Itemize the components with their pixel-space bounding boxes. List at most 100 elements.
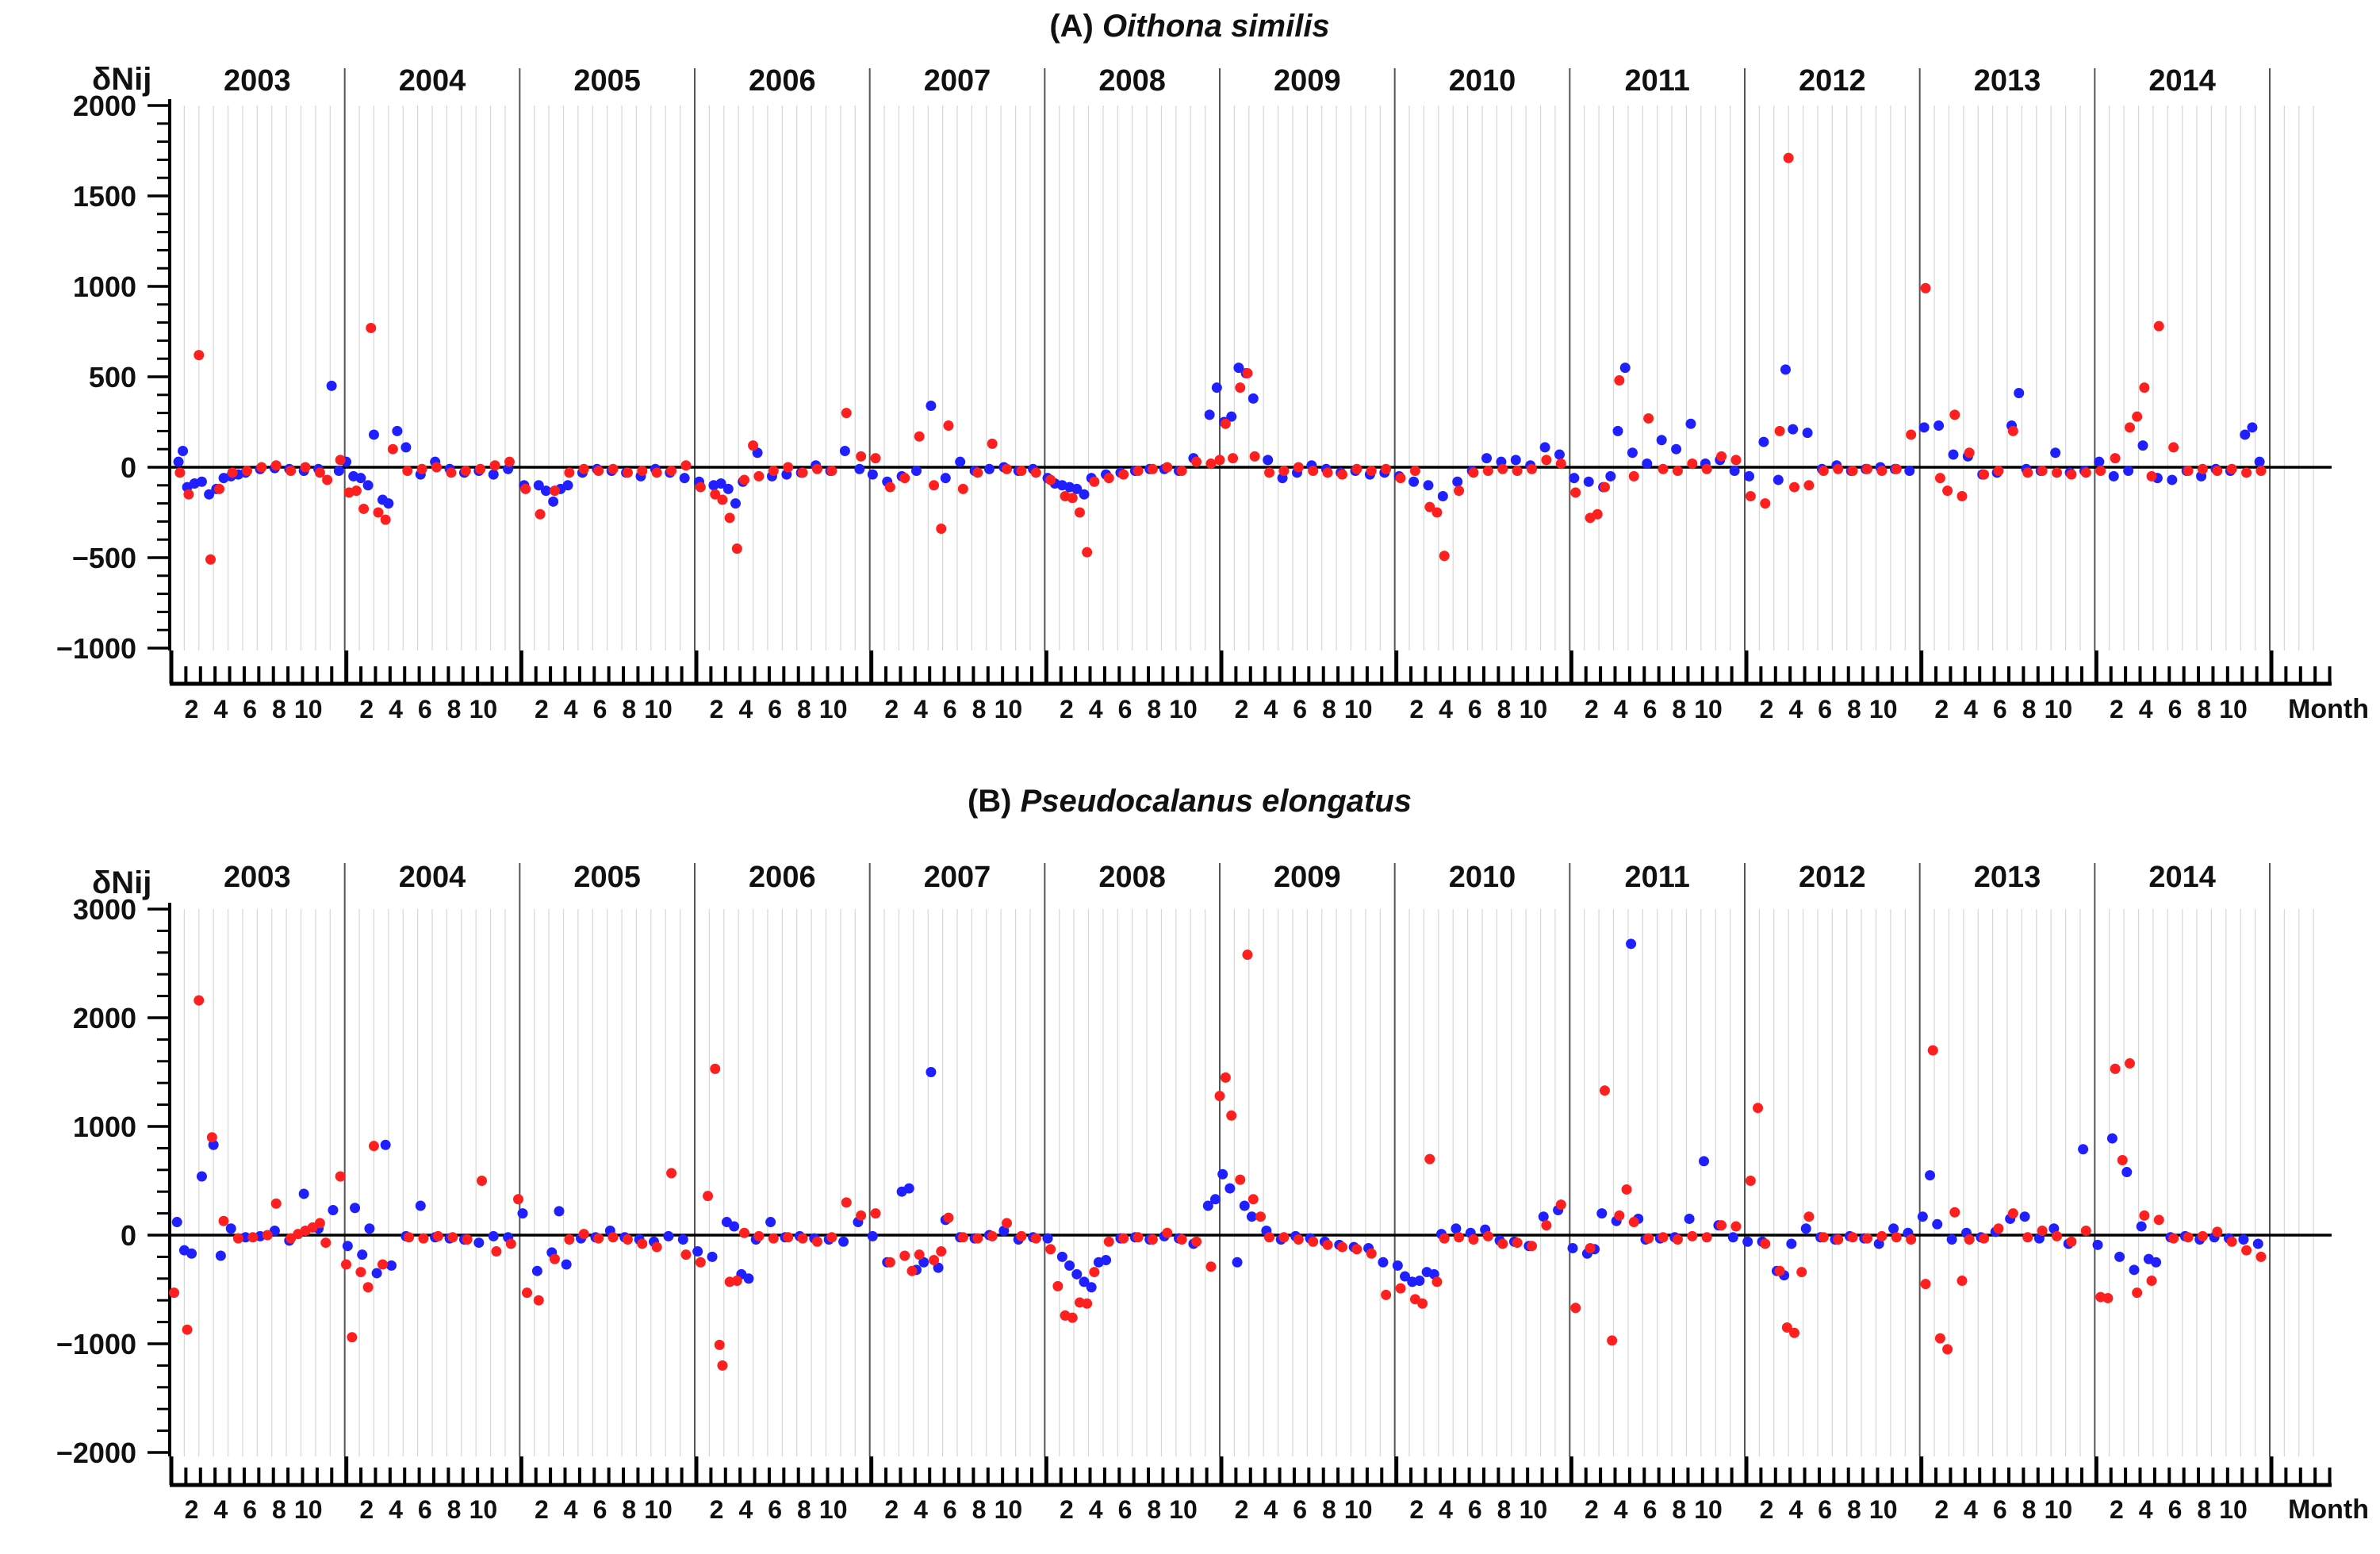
data-point-red	[2212, 1226, 2223, 1237]
data-point-red	[1783, 152, 1794, 163]
data-point-blue	[1539, 442, 1550, 453]
data-point-red	[914, 431, 925, 442]
data-point-blue	[1742, 1236, 1753, 1247]
data-point-red	[1045, 474, 1056, 485]
data-point-red	[1760, 498, 1771, 509]
x-month-label: 2	[1060, 695, 1074, 723]
species-name: Oithona similis	[1102, 9, 1330, 44]
data-point-blue	[867, 1230, 878, 1241]
data-point-red	[1082, 1298, 1093, 1309]
data-point-red	[2146, 470, 2157, 482]
x-month-label: 10	[1869, 695, 1898, 723]
x-month-label: 4	[1614, 1495, 1628, 1524]
data-point-red	[341, 1259, 352, 1270]
data-point-red	[1308, 1236, 1319, 1247]
x-month-label: 2	[1409, 695, 1424, 723]
data-point-red	[1162, 462, 1173, 473]
data-point-red	[1395, 1283, 1406, 1294]
x-month-label: 2	[1585, 695, 1599, 723]
data-point-red	[695, 482, 706, 493]
data-point-red	[637, 1238, 648, 1249]
x-month-label: 8	[622, 695, 636, 723]
data-point-red	[1730, 1221, 1742, 1232]
data-point-red	[1191, 456, 1202, 467]
data-point-red	[314, 1218, 325, 1229]
data-point-red	[936, 1246, 947, 1257]
data-point-red	[2110, 453, 2121, 464]
data-point-red	[2037, 466, 2048, 477]
data-point-red	[2066, 1236, 2077, 1247]
data-point-red	[1002, 1218, 1013, 1229]
data-point-red	[1599, 1085, 1610, 1096]
x-month-label: 6	[1468, 1495, 1482, 1524]
data-point-blue	[1510, 455, 1521, 466]
x-month-label: 10	[1344, 695, 1373, 723]
data-point-blue	[1239, 1200, 1250, 1211]
year-label: 2008	[1098, 64, 1166, 98]
data-point-red	[1934, 473, 1945, 484]
data-point-red	[826, 466, 837, 477]
data-point-red	[206, 1132, 217, 1143]
x-month-label: 6	[2168, 1495, 2183, 1524]
data-point-red	[373, 507, 384, 518]
x-month-label: 6	[1643, 695, 1658, 723]
x-month-label: 10	[1520, 695, 1548, 723]
data-point-red	[1949, 1207, 1960, 1218]
data-point-red	[753, 470, 765, 482]
chart-panel-a: (A) Oithona similis 2003 2004 2005 2006 2007 2…	[56, 9, 2369, 724]
data-point-red	[870, 1208, 881, 1219]
x-month-label: 6	[1118, 695, 1133, 723]
data-point-red	[1249, 451, 1260, 462]
year-label: 2014	[2148, 861, 2216, 894]
data-point-blue	[1378, 1257, 1389, 1268]
data-point-blue	[2014, 388, 2025, 399]
data-point-red	[286, 466, 297, 477]
data-point-red	[1118, 1233, 1129, 1244]
data-point-red	[2153, 320, 2164, 332]
data-point-blue	[2094, 456, 2105, 467]
data-point-red	[739, 1227, 750, 1238]
data-point-red	[1818, 466, 1829, 477]
x-month-label: 8	[1322, 1495, 1336, 1524]
data-point-red	[347, 1332, 358, 1343]
data-point-blue	[1209, 1194, 1221, 1205]
data-point-red	[218, 1215, 229, 1226]
data-point-red	[1942, 1344, 1953, 1355]
data-point-red	[477, 1176, 488, 1186]
data-point-red	[1074, 507, 1085, 518]
data-point-red	[2226, 1236, 2237, 1247]
data-point-blue	[333, 466, 344, 477]
x-month-label: 10	[294, 1495, 323, 1524]
data-point-red	[2095, 466, 2106, 477]
x-month-label: 4	[564, 695, 578, 723]
x-month-label: 4	[1964, 1495, 1978, 1524]
data-point-red	[1482, 1230, 1493, 1241]
data-point-red	[578, 463, 589, 474]
x-month-label: 2	[1760, 1495, 1774, 1524]
data-point-red	[637, 466, 648, 477]
data-point-red	[841, 408, 852, 419]
data-point-red	[1512, 1237, 1523, 1249]
data-point-blue	[1946, 1234, 1957, 1245]
year-label: 2012	[1799, 861, 1866, 894]
x-month-label: 8	[447, 1495, 462, 1524]
data-point-blue	[1400, 1271, 1411, 1282]
data-point-red	[856, 451, 867, 462]
data-point-blue	[1079, 489, 1090, 500]
x-month-label: 4	[389, 695, 403, 723]
data-point-red	[1439, 1233, 1450, 1244]
x-month-label: 2	[1934, 1495, 1949, 1524]
x-month-label: 10	[995, 695, 1023, 723]
data-point-blue	[1948, 449, 1959, 460]
data-point-blue	[1567, 1242, 1578, 1253]
data-point-red	[1242, 367, 1253, 378]
data-point-red	[1920, 282, 1931, 294]
data-point-blue	[854, 463, 865, 474]
data-point-red	[2052, 1230, 2063, 1241]
data-point-blue	[1246, 1211, 1257, 1222]
data-point-red	[2022, 1232, 2033, 1243]
data-point-blue	[1904, 466, 1915, 477]
x-month-label: 8	[2197, 1495, 2211, 1524]
data-point-blue	[926, 1067, 937, 1077]
x-month-label: 8	[1847, 695, 1861, 723]
